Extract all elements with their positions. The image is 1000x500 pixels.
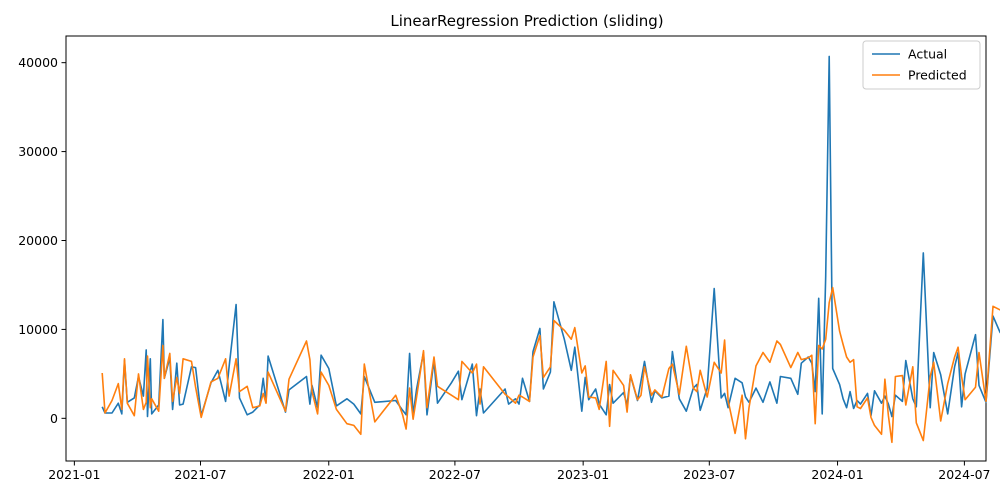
x-tick-label: 2023-01 (557, 467, 609, 482)
series-line-predicted (101, 286, 1000, 444)
series-layer (101, 55, 1000, 444)
x-tick-label: 2022-01 (303, 467, 355, 482)
chart-title: LinearRegression Prediction (sliding) (390, 12, 663, 30)
legend-label-predicted: Predicted (908, 68, 967, 83)
legend-box (862, 40, 981, 90)
x-tick-label: 2022-07 (429, 467, 481, 482)
x-tick-label: 2023-07 (683, 467, 735, 482)
x-tick-label: 2024-07 (938, 467, 990, 482)
legend-label-actual: Actual (908, 47, 947, 62)
plot-background (66, 36, 986, 461)
y-tick-label: 40000 (18, 55, 58, 70)
x-tick-label: 2021-07 (174, 467, 226, 482)
x-tick-label: 2021-01 (48, 467, 100, 482)
y-tick-label: 30000 (18, 144, 58, 159)
y-tick-label: 10000 (18, 322, 58, 337)
plot-area (65, 35, 987, 462)
legend: Actual Predicted (862, 40, 981, 90)
y-tick-label: 20000 (18, 233, 58, 248)
axes-frame (65, 35, 987, 462)
y-tick-label: 0 (50, 411, 58, 426)
x-axis: 2021-01 2021-07 2022-01 2022-07 2023-01 2023-… (48, 461, 991, 482)
x-tick-label: 2024-01 (811, 467, 863, 482)
y-axis: 0 10000 20000 30000 40000 (18, 55, 66, 426)
